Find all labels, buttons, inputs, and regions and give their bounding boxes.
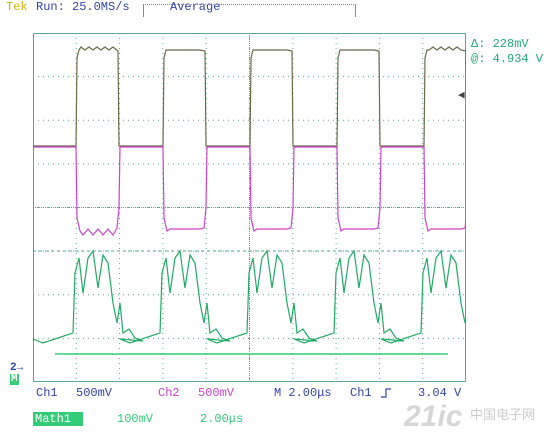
acquisition-mode: Average — [170, 0, 221, 14]
delta-readout: Δ: 228mV — [471, 37, 529, 51]
math1-time: 2.00μs — [200, 412, 244, 426]
watermark-site: 中国电子网 — [470, 407, 536, 422]
math1-scale: 100mV — [117, 412, 154, 426]
scope-status-bar: Tek Run: 25.0MS/s Average — [0, 0, 552, 18]
math-ground-marker: M — [10, 373, 19, 385]
at-readout: @: 4.934 V — [471, 52, 544, 66]
math-waveform — [33, 249, 466, 344]
ch1-label: Ch1 — [36, 386, 58, 400]
trigger-position-bar — [143, 4, 356, 17]
cursor-arrow-icon: ◀ — [458, 90, 465, 102]
brand-label: Tek — [6, 0, 28, 14]
graticule — [33, 33, 466, 382]
trigger-source: Ch1 — [350, 386, 372, 400]
scope-screen — [33, 33, 466, 382]
math1-label: Math1 — [33, 412, 83, 426]
ch2-ground-marker: 2→ — [10, 362, 24, 374]
timebase: M 2.00μs — [274, 386, 332, 400]
ch2-label: Ch2 — [158, 386, 180, 400]
run-status: Run: 25.0MS/s — [36, 0, 130, 14]
watermark-brand: 21ic — [404, 400, 463, 433]
rising-edge-icon — [381, 388, 391, 398]
ch1-scale: 500mV — [76, 386, 113, 400]
trigger-level: 3.04 V — [418, 386, 462, 400]
ch2-waveform — [33, 146, 466, 237]
ch2-scale: 500mV — [198, 386, 235, 400]
ch1-waveform — [33, 46, 466, 147]
